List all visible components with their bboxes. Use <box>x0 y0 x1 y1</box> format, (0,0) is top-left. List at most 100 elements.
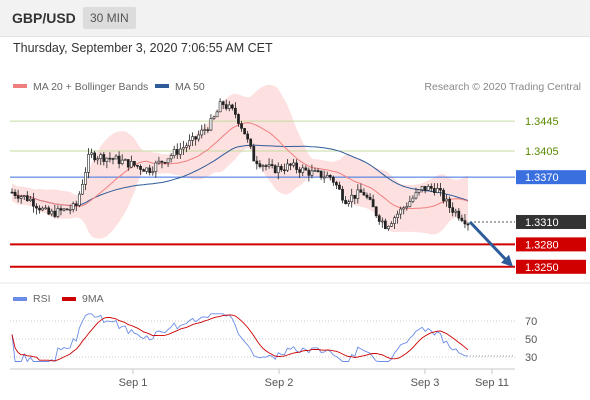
candle <box>166 158 170 167</box>
candle <box>59 205 63 216</box>
candle <box>90 148 93 159</box>
candle-body <box>224 104 228 109</box>
candle <box>432 183 436 196</box>
candle <box>445 194 448 207</box>
candle <box>466 222 470 231</box>
bollinger-band-area <box>12 84 468 239</box>
candle-body <box>249 138 253 147</box>
rsi-ma-legend-swatch <box>62 297 76 301</box>
candle <box>304 165 308 171</box>
candle-body <box>390 223 393 227</box>
candle-body <box>374 206 378 217</box>
candle-body <box>25 195 29 202</box>
candle-body <box>81 184 84 195</box>
candle <box>163 161 167 165</box>
candle-body <box>191 136 194 141</box>
rsi-ma-legend-label: 9MA <box>82 293 104 305</box>
candle <box>99 152 103 166</box>
candle-body <box>301 167 305 173</box>
candle-body <box>230 104 234 109</box>
x-axis-ticks: Sep 1 Sep 2 Sep 3 Sep 11 <box>119 369 509 389</box>
candle <box>405 202 409 211</box>
candle <box>371 194 375 208</box>
candle <box>142 168 145 172</box>
candle <box>16 189 20 203</box>
candle <box>454 208 458 217</box>
bollinger-bands <box>12 84 468 239</box>
candle-body <box>328 175 332 178</box>
candle <box>331 175 335 186</box>
candle-body <box>188 140 191 147</box>
candle <box>328 174 332 181</box>
candle <box>316 168 320 173</box>
candle-body <box>335 182 338 186</box>
forecast-arrow-head <box>501 254 513 267</box>
timeframe-button[interactable]: 30 MIN <box>83 7 136 29</box>
candle-body <box>316 170 320 172</box>
forecast-arrow-shaft <box>468 220 508 261</box>
candle <box>151 166 155 176</box>
candle <box>307 167 311 182</box>
candle-body <box>252 146 256 162</box>
candle-body <box>47 207 51 215</box>
candle <box>420 185 424 193</box>
candle <box>408 195 412 208</box>
candle-body <box>117 155 121 164</box>
candle <box>338 181 341 190</box>
candle-body <box>448 198 452 208</box>
candle-body <box>234 107 237 115</box>
candle-body <box>194 136 197 140</box>
candle <box>175 143 179 159</box>
candle-body <box>185 145 188 148</box>
credit-label: Research © 2020 Trading Central <box>424 81 581 93</box>
level-tag-1.3250 <box>516 259 586 274</box>
candle-body <box>44 207 48 210</box>
candle <box>41 206 44 212</box>
ma50-legend-swatch <box>155 84 169 88</box>
level-label-1.3250: 1.3250 <box>525 262 559 274</box>
candle <box>139 164 142 175</box>
ma50-line <box>11 144 469 206</box>
candle-body <box>255 160 259 165</box>
candle <box>414 187 418 200</box>
candle <box>84 167 87 191</box>
candle <box>411 195 415 204</box>
candle <box>32 192 35 213</box>
level-label-1.3445: 1.3445 <box>525 116 559 128</box>
candle-body <box>215 111 219 118</box>
candle-body <box>237 114 240 124</box>
candle-body <box>276 166 280 174</box>
candle <box>261 164 265 172</box>
candle <box>426 184 430 191</box>
candle <box>396 210 399 224</box>
candle-body <box>457 210 461 219</box>
candle <box>240 120 243 132</box>
candle <box>341 185 344 204</box>
candle-body <box>209 118 213 131</box>
candle <box>108 152 112 163</box>
candle <box>50 208 54 217</box>
candle-body <box>365 194 369 198</box>
candle <box>301 164 305 176</box>
candle <box>463 214 467 229</box>
candle-body <box>322 176 326 179</box>
forecast-arrow <box>468 220 513 267</box>
candle <box>93 150 96 163</box>
candle-body <box>261 165 265 167</box>
candle-body <box>90 152 93 155</box>
candle-body <box>273 165 277 174</box>
candle <box>218 98 222 113</box>
candle-body <box>298 169 302 173</box>
rsi-tick-70: 70 <box>525 316 537 328</box>
candle <box>246 130 250 143</box>
candle <box>191 132 194 147</box>
candle-body <box>414 192 418 199</box>
candle <box>178 142 182 160</box>
candle <box>133 161 136 168</box>
candle-body <box>212 116 216 119</box>
candle <box>44 204 48 210</box>
candle <box>154 160 158 178</box>
candle <box>96 156 100 165</box>
candle-body <box>77 193 81 206</box>
